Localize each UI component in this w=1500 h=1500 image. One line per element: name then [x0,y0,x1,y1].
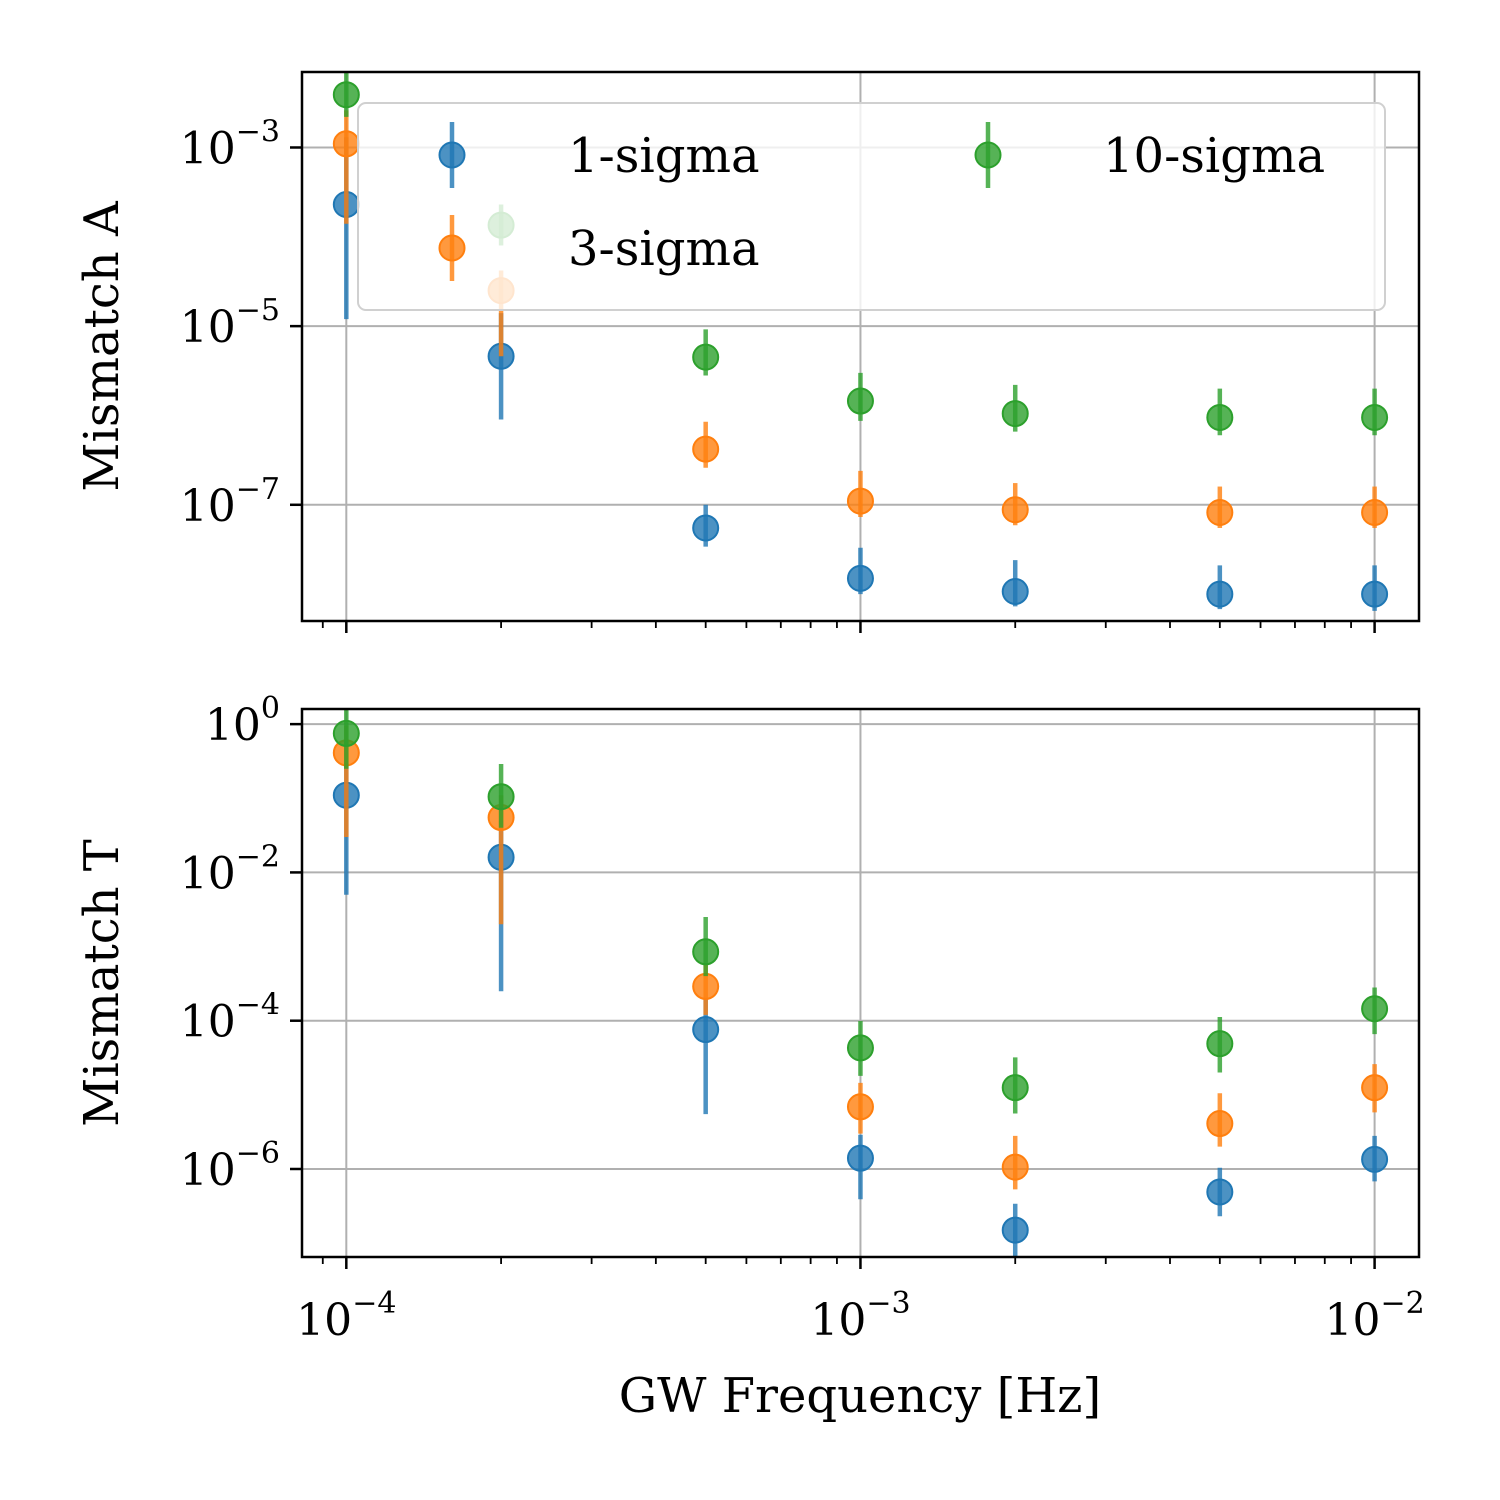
data-point [692,938,720,966]
legend: 1-sigma 3-sigma 10-sigma [357,102,1386,311]
x-tick-base: 10 [296,1295,352,1346]
y-tick-label: 10−4 [180,988,280,1048]
data-point [846,1144,874,1172]
legend-marker [438,234,466,262]
data-point [1001,496,1029,524]
data-point [1001,1153,1029,1181]
x-axis-title: GW Frequency [Hz] [619,1368,1101,1424]
data-point [1361,403,1389,431]
y-tick-exponent: −4 [236,988,280,1023]
y-tick-base: 10 [180,123,236,174]
data-point [1206,1110,1234,1138]
data-point [1001,1074,1029,1102]
legend-label: 1-sigma [568,128,760,184]
y-tick-label: 10−5 [180,293,280,353]
data-point [846,564,874,592]
y-tick-base: 10 [180,997,236,1048]
data-point [487,783,515,811]
x-tick-base: 10 [810,1295,866,1346]
y-tick-base: 10 [180,481,236,532]
data-point [1001,577,1029,605]
data-point [1001,1216,1029,1244]
data-point [846,487,874,515]
data-point [1361,498,1389,526]
data-point [1361,580,1389,608]
series-1-sigma [332,137,1389,611]
y-tick-base: 10 [180,302,236,353]
y-tick-exponent: −7 [236,472,280,507]
legend-box [357,102,1386,311]
y-tick-label: 10−2 [180,839,280,899]
data-point [846,1093,874,1121]
y-tick-exponent: 0 [261,691,280,726]
y-tick-exponent: −5 [236,293,280,328]
x-tick-label: 10−4 [296,1286,396,1346]
data-point [332,81,360,109]
data-point [332,719,360,747]
data-point [692,972,720,1000]
data-point [1206,1178,1234,1206]
y-tick-exponent: −3 [236,114,280,149]
x-tick-base: 10 [1324,1295,1380,1346]
y-tick-label: 10−6 [180,1136,280,1196]
legend-entry-10-sigma: 10-sigma [974,122,1325,188]
x-tick-label: 10−3 [810,1286,910,1346]
data-point [846,387,874,415]
data-point [1206,580,1234,608]
x-tick-label: 10−2 [1324,1286,1424,1346]
data-point [692,343,720,371]
series-10-sigma [332,72,1389,436]
data-point [332,130,360,158]
y-tick-label: 10−3 [180,114,280,174]
legend-entry-3-sigma: 3-sigma [438,215,760,281]
y-tick-base: 10 [180,848,236,899]
x-tick-exponent: −4 [352,1286,396,1321]
data-point [1361,1145,1389,1173]
y-tick-label: 10−7 [180,472,280,532]
y-tick-base: 10 [205,700,261,751]
data-point [1206,403,1234,431]
x-tick-exponent: −3 [866,1286,910,1321]
data-point [692,435,720,463]
data-point [846,1034,874,1062]
data-point [1001,400,1029,428]
legend-label: 10-sigma [1103,128,1325,184]
legend-marker [438,141,466,169]
y-axis-title: Mismatch T [74,839,130,1127]
data-point [1206,1030,1234,1058]
data-point [1206,498,1234,526]
data-point [1361,995,1389,1023]
plot-area [332,709,1389,1257]
data-point [692,514,720,542]
legend-label: 3-sigma [568,221,760,277]
series-10-sigma [332,709,1389,1114]
legend-entry-1-sigma: 1-sigma [438,122,760,188]
data-point [1361,1074,1389,1102]
data-point [692,1016,720,1044]
y-tick-exponent: −2 [236,839,280,874]
y-tick-label: 100 [205,691,280,751]
legend-marker [974,141,1002,169]
y-tick-exponent: −6 [236,1136,280,1171]
y-tick-base: 10 [180,1145,236,1196]
x-tick-exponent: −2 [1380,1286,1424,1321]
series-3-sigma [332,725,1389,1190]
y-axis-title: Mismatch A [74,200,130,492]
